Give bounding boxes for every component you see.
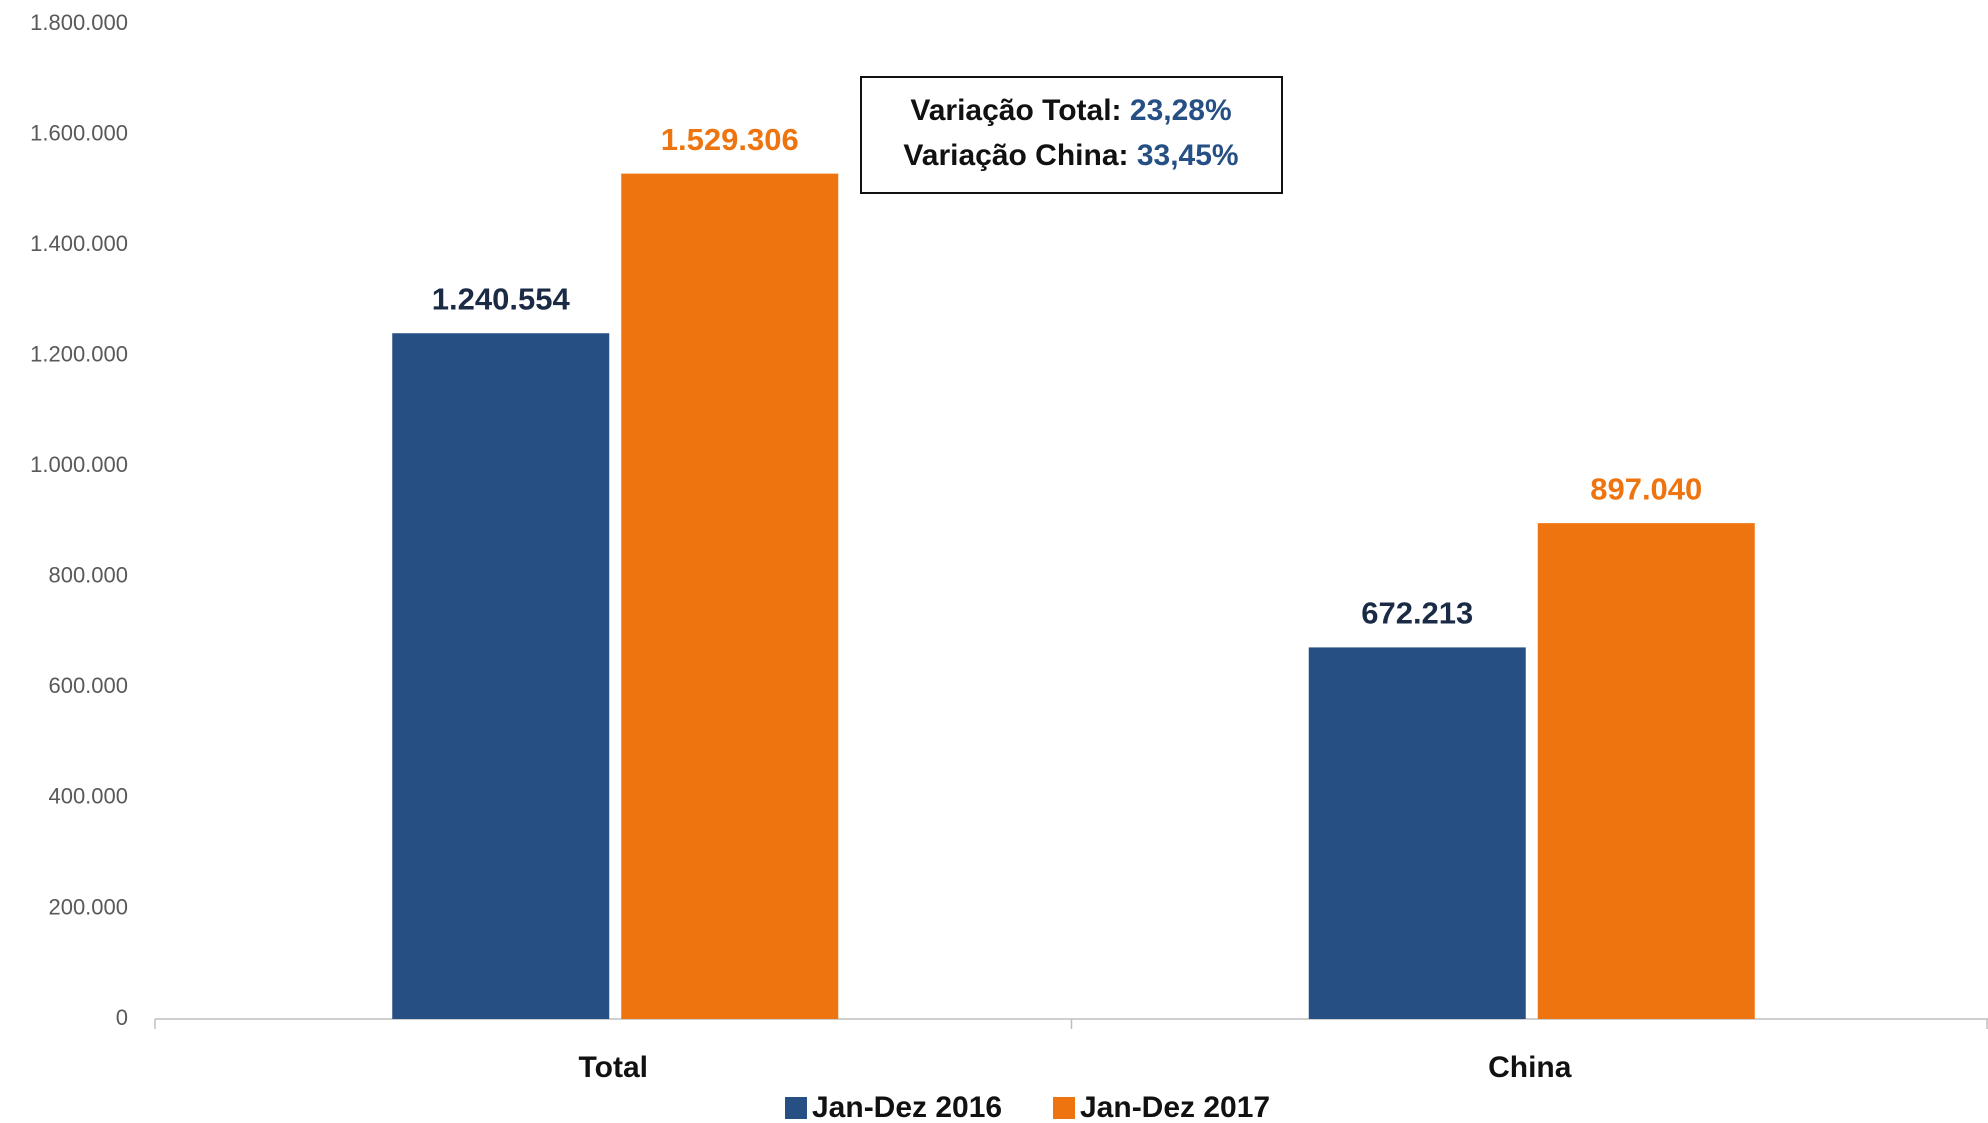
- annotation-value: 23,28%: [1130, 94, 1232, 127]
- data-label: 1.529.306: [661, 122, 799, 157]
- bar: [392, 333, 610, 1019]
- data-label: 672.213: [1361, 596, 1473, 631]
- annotation-label: Variação Total:: [910, 94, 1121, 127]
- y-tick-label: 800.000: [48, 563, 128, 588]
- data-label: 1.240.554: [432, 281, 571, 316]
- y-tick-label: 400.000: [48, 784, 128, 809]
- annotation-value: 33,45%: [1137, 139, 1239, 172]
- legend-label: Jan-Dez 2017: [1080, 1091, 1270, 1123]
- y-tick-label: 1.800.000: [30, 10, 128, 35]
- annotation-text: Variação Total: 23,28%: [910, 94, 1231, 127]
- y-tick-label: 200.000: [48, 894, 128, 919]
- x-tick-label: China: [1488, 1051, 1572, 1084]
- annotation-box: [860, 76, 1283, 194]
- annotation-text: Variação China: 33,45%: [903, 139, 1238, 172]
- bar: [621, 173, 839, 1020]
- annotation-label: Variação China:: [903, 139, 1128, 172]
- bar: [1537, 523, 1755, 1019]
- legend-swatch: [785, 1097, 807, 1119]
- legend-label: Jan-Dez 2016: [812, 1091, 1002, 1123]
- data-label: 897.040: [1590, 471, 1702, 506]
- y-tick-label: 600.000: [48, 673, 128, 698]
- y-tick-label: 0: [116, 1005, 128, 1030]
- legend-swatch: [1053, 1097, 1075, 1119]
- y-tick-label: 1.400.000: [30, 231, 128, 256]
- x-tick-label: Total: [579, 1051, 648, 1084]
- bar: [1308, 647, 1526, 1019]
- y-tick-label: 1.000.000: [30, 452, 128, 477]
- y-tick-label: 1.200.000: [30, 341, 128, 366]
- y-tick-label: 1.600.000: [30, 120, 128, 145]
